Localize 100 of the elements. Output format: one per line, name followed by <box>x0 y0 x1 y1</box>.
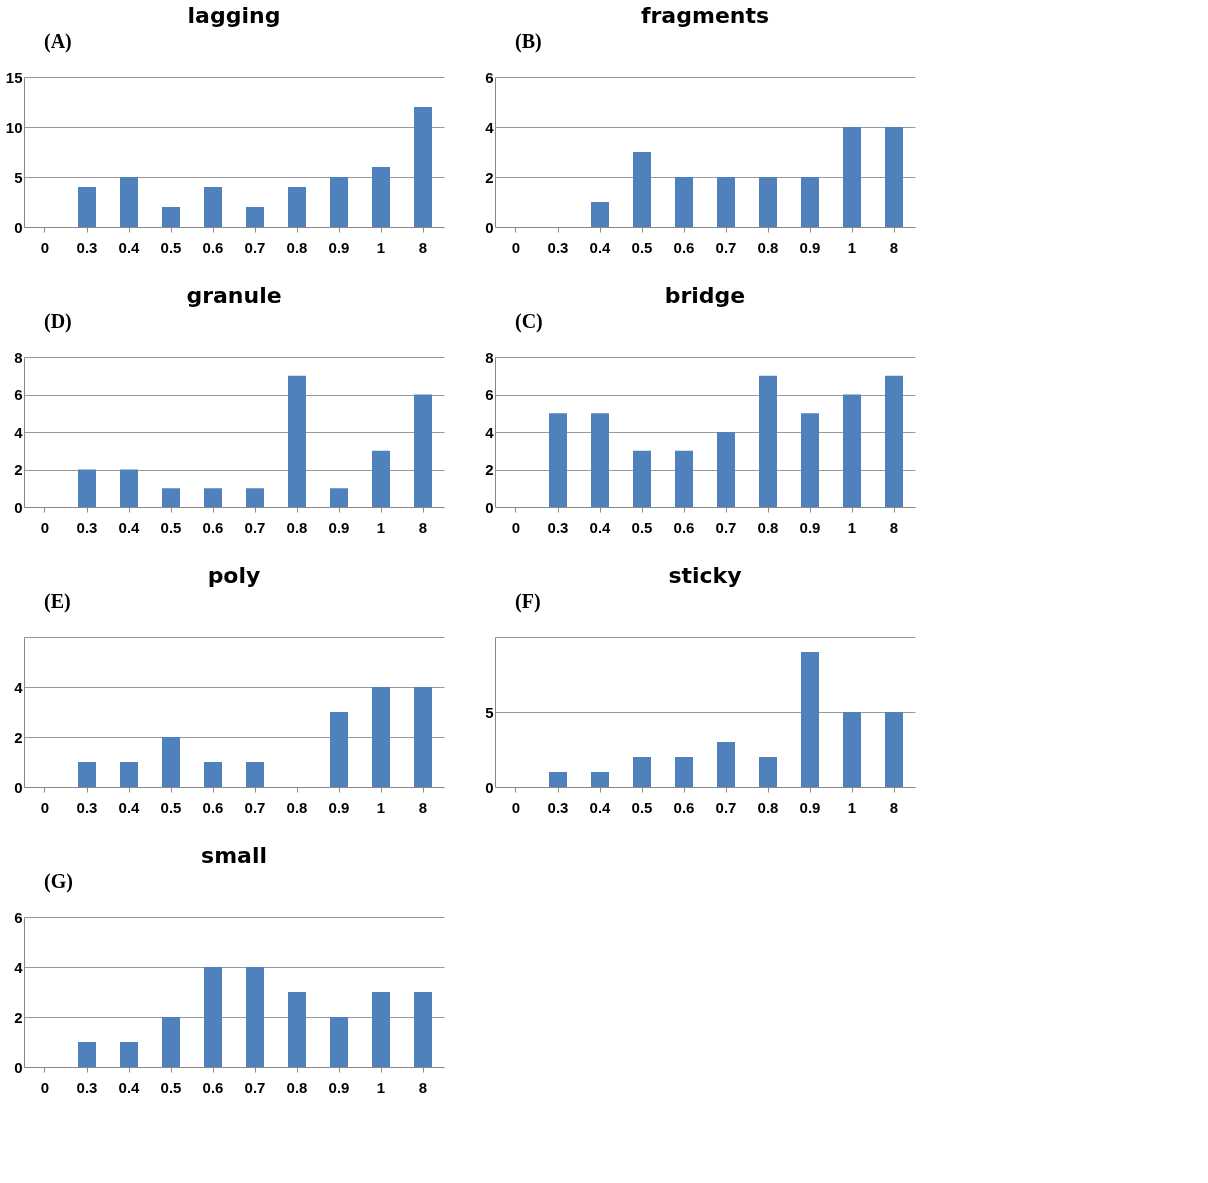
x-tick-label: 0.8 <box>757 798 779 816</box>
bar <box>204 187 222 227</box>
x-tick-label: 0.7 <box>244 518 266 536</box>
bar <box>330 177 348 227</box>
y-tick-label: 4 <box>14 678 24 696</box>
x-tick-label: 0.8 <box>757 518 779 536</box>
x-tick-label: 0.8 <box>286 518 308 536</box>
chart-title: granule <box>186 283 282 308</box>
x-tick-label: 0.5 <box>631 238 653 256</box>
bar <box>120 469 138 507</box>
y-tick-label: 6 <box>14 908 23 926</box>
bar <box>372 992 390 1067</box>
x-tick-label: 0.5 <box>631 798 653 816</box>
x-tick-label: 0.7 <box>715 798 737 816</box>
x-tick-label: 0.5 <box>631 518 653 536</box>
bar <box>717 742 735 787</box>
bar <box>372 687 390 787</box>
x-tick-label: 8 <box>889 798 899 816</box>
x-tick-label: 0.6 <box>202 1078 224 1096</box>
x-tick-label: 0.5 <box>160 518 182 536</box>
bar <box>843 712 861 787</box>
x-tick-label: 0.6 <box>202 238 224 256</box>
x-tick-label: 0.3 <box>76 238 98 256</box>
x-tick-label: 0.5 <box>160 1078 182 1096</box>
bar <box>162 488 180 507</box>
x-tick-label: 1 <box>376 798 386 816</box>
bar <box>372 450 390 507</box>
bar <box>414 107 432 227</box>
y-tick-label: 4 <box>485 118 495 136</box>
x-tick-label: 0.8 <box>757 238 779 256</box>
x-tick-label: 8 <box>418 518 428 536</box>
bar <box>120 177 138 227</box>
x-tick-label: 1 <box>376 518 386 536</box>
text: (E) <box>44 590 71 613</box>
x-tick-label: 0.6 <box>202 518 224 536</box>
chart-title: fragments <box>640 3 770 28</box>
y-tick-label: 5 <box>14 168 23 186</box>
text: (D) <box>44 310 72 333</box>
y-tick-label: 8 <box>485 348 494 366</box>
bar <box>591 413 609 507</box>
x-tick-label: 0.4 <box>118 518 141 536</box>
y-tick-label: 0 <box>485 778 494 796</box>
x-tick-label: 0.7 <box>244 1078 266 1096</box>
chart-title: sticky <box>668 563 742 588</box>
bar <box>801 652 819 787</box>
x-tick-label: 0 <box>40 798 50 816</box>
bar <box>885 712 903 787</box>
x-tick-label: 0 <box>511 518 521 536</box>
x-tick-label: 0.8 <box>286 238 308 256</box>
bar <box>372 167 390 227</box>
bar <box>759 375 777 507</box>
bar <box>414 992 432 1067</box>
x-tick-label: 0.9 <box>799 238 821 256</box>
bar <box>801 413 819 507</box>
x-tick-label: 0.7 <box>244 798 266 816</box>
x-tick-label: 0.3 <box>547 798 569 816</box>
x-tick-label: 0.4 <box>589 798 612 816</box>
x-tick-label: 8 <box>889 518 899 536</box>
bar <box>885 375 903 507</box>
bar <box>843 127 861 227</box>
bar <box>414 394 432 507</box>
y-tick-label: 0 <box>485 218 494 236</box>
x-tick-label: 0.3 <box>76 798 98 816</box>
bar <box>549 413 567 507</box>
x-tick-label: 8 <box>889 238 899 256</box>
x-tick-label: 0.9 <box>799 798 821 816</box>
bar <box>120 762 138 787</box>
y-tick-label: 5 <box>485 703 494 721</box>
bar <box>633 450 651 507</box>
bar <box>204 488 222 507</box>
x-tick-label: 0.9 <box>799 518 821 536</box>
x-tick-label: 0.4 <box>118 798 141 816</box>
x-tick-label: 0.7 <box>244 238 266 256</box>
bar <box>246 967 264 1067</box>
x-tick-label: 0.6 <box>673 238 695 256</box>
y-tick-label: 0 <box>14 218 23 236</box>
y-tick-label: 2 <box>14 1008 23 1026</box>
bar <box>801 177 819 227</box>
bar <box>78 187 96 227</box>
y-tick-label: 2 <box>485 461 494 478</box>
y-tick-label: 0 <box>14 1058 23 1076</box>
y-tick-label: 2 <box>14 461 23 478</box>
bar <box>330 488 348 507</box>
x-tick-label: 1 <box>376 1078 386 1096</box>
bar <box>885 127 903 227</box>
bar <box>633 757 651 787</box>
x-tick-label: 0.4 <box>118 1078 141 1096</box>
bar <box>78 762 96 787</box>
text: (C) <box>515 310 543 333</box>
text: (A) <box>44 30 72 53</box>
x-tick-label: 0.8 <box>286 1078 308 1096</box>
bar <box>288 187 306 227</box>
bar <box>675 177 693 227</box>
bar <box>633 152 651 227</box>
chart-title: small <box>201 843 267 868</box>
x-tick-label: 0.8 <box>286 798 308 816</box>
bar <box>288 375 306 507</box>
y-tick-label: 6 <box>14 386 23 403</box>
x-tick-label: 0 <box>40 238 50 256</box>
bar <box>675 757 693 787</box>
